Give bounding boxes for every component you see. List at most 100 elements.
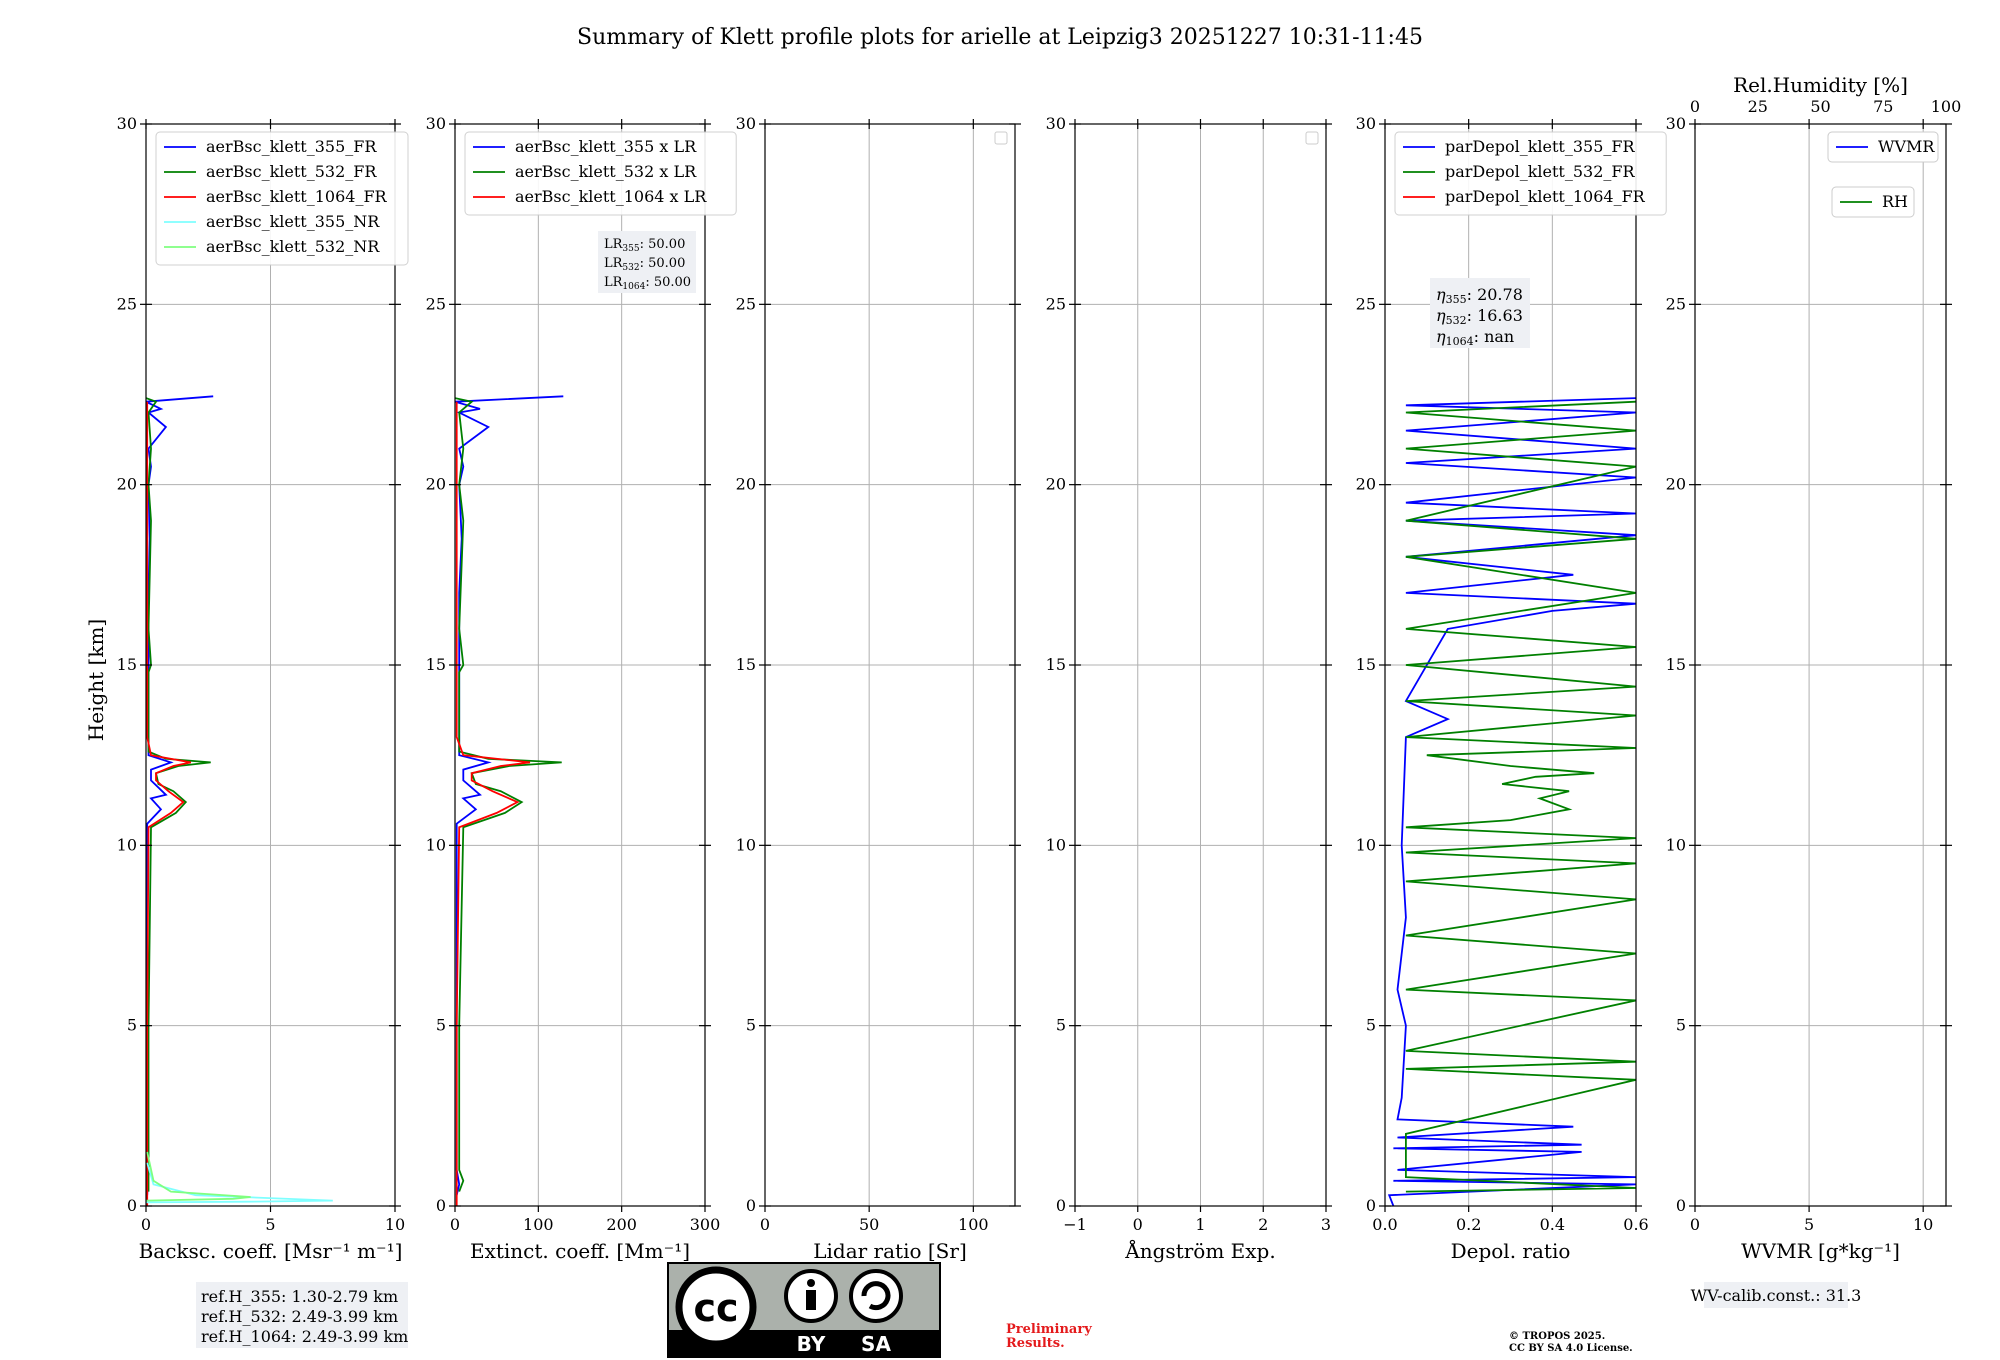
ytick-label-5: 25 — [1666, 294, 1686, 313]
xtick-label-0: −1 — [1063, 1215, 1087, 1234]
xtick-label-0: 0.0 — [1372, 1215, 1397, 1234]
rh-tick-label-0: 0 — [1690, 97, 1700, 116]
legend-entry-0: parDepol_klett_355_FR — [1445, 137, 1636, 156]
ytick-label-0: 0 — [746, 1196, 756, 1215]
ytick-label-3: 15 — [1046, 655, 1066, 674]
ytick-label-2: 10 — [1356, 835, 1376, 854]
ytick-label-2: 10 — [117, 835, 137, 854]
sa-share-icon — [849, 1269, 903, 1323]
ytick-label-6: 30 — [117, 114, 137, 133]
series-aerBsc_klett_1064 x LR — [455, 401, 531, 1206]
xtick-label-2: 0.4 — [1540, 1215, 1565, 1234]
wv-calib-text: WV-calib.const.: 31.3 — [1691, 1286, 1862, 1305]
by-text: BY — [797, 1332, 826, 1356]
ref-height-355: ref.H_355: 1.30-2.79 km — [201, 1287, 398, 1306]
eta-value-0: η355: 20.78 — [1436, 285, 1523, 306]
ytick-label-3: 15 — [1356, 655, 1376, 674]
xlabel: Lidar ratio [Sr] — [813, 1239, 967, 1263]
legend-entry-3: aerBsc_klett_355_NR — [206, 212, 380, 231]
xtick-label-1: 0 — [1133, 1215, 1143, 1234]
rh-tick-label-2: 50 — [1810, 97, 1830, 116]
xlabel: Extinct. coeff. [Mm⁻¹] — [470, 1239, 690, 1263]
ytick-label-5: 25 — [1046, 294, 1066, 313]
empty-legend-box — [1305, 131, 1319, 145]
xtick-label-3: 0.6 — [1623, 1215, 1648, 1234]
ref-height-1064: ref.H_1064: 2.49-3.99 km — [201, 1327, 408, 1346]
legend-entry-4: aerBsc_klett_532_NR — [206, 237, 380, 256]
empty-legend-box — [994, 131, 1008, 145]
ytick-label-0: 0 — [1676, 1196, 1686, 1215]
cc-text: cc — [693, 1286, 738, 1330]
ytick-label-5: 25 — [117, 294, 137, 313]
ytick-label-6: 30 — [1046, 114, 1066, 133]
ytick-label-3: 15 — [1666, 655, 1686, 674]
series-aerBsc_klett_1064_FR — [146, 401, 191, 1206]
legend-entry-0: aerBsc_klett_355_FR — [206, 137, 377, 156]
eta-box — [1430, 278, 1530, 348]
ref-height-box-bg — [196, 1282, 408, 1348]
series-parDepol_klett_532_FR — [1405, 400, 1636, 1193]
lr-value-2: LR1064: 50.00 — [604, 275, 691, 292]
ref-height-box: ref.H_355: 1.30-2.79 km ref.H_532: 2.49-… — [196, 1282, 408, 1348]
lr-box — [598, 231, 696, 293]
cc-license-badge: cc BY SA — [667, 1262, 941, 1358]
ytick-label-0: 0 — [1056, 1196, 1066, 1215]
xlabel: WVMR [g*kg⁻¹] — [1741, 1239, 1900, 1263]
ytick-label-6: 30 — [736, 114, 756, 133]
xlabel: Depol. ratio — [1451, 1239, 1571, 1263]
series-aerBsc_klett_532_NR — [146, 1151, 251, 1202]
ytick-label-1: 5 — [127, 1016, 137, 1035]
legend: parDepol_klett_355_FR parDepol_klett_532_… — [1394, 131, 1667, 216]
sa-text: SA — [861, 1332, 891, 1356]
xlabel: Backsc. coeff. [Msr⁻¹ m⁻¹] — [139, 1239, 403, 1263]
ytick-label-5: 25 — [736, 294, 756, 313]
xtick-label-3: 2 — [1258, 1215, 1268, 1234]
copyright-line2: CC BY SA 4.0 License. — [1509, 1343, 1633, 1354]
ytick-label-1: 5 — [746, 1016, 756, 1035]
ytick-label-1: 5 — [1676, 1016, 1686, 1035]
xtick-label-0: 0 — [1690, 1215, 1700, 1234]
xtick-label-0: 0 — [760, 1215, 770, 1234]
panel-bsc: 0 5 10 15 20 25 30 0 5 10 Backsc. coeff. [Msr⁻¹ m⁻… — [117, 114, 409, 1263]
legend-entry-0: aerBsc_klett_355 x LR — [515, 137, 697, 156]
legend-entry-1: aerBsc_klett_532_FR — [206, 162, 377, 181]
preliminary-line1: Preliminary — [1006, 1322, 1092, 1337]
series-aerBsc_klett_355 x LR — [455, 395, 564, 1196]
ytick-label-4: 20 — [1046, 475, 1066, 494]
panel-lr: 0 5 10 15 20 25 30 0 50 100 Lidar ratio [Sr] — [736, 114, 1021, 1263]
series-aerBsc_klett_355_NR — [146, 1162, 333, 1204]
legend-box — [464, 131, 737, 216]
rh-legend-entry: RH — [1882, 192, 1908, 211]
preliminary-line2: Results. — [1006, 1336, 1065, 1351]
ytick-label-4: 20 — [117, 475, 137, 494]
cc-icon — [675, 1266, 757, 1348]
xtick-label-4: 3 — [1321, 1215, 1331, 1234]
ytick-label-6: 30 — [426, 114, 446, 133]
wvmr-legend-entry: WVMR — [1878, 137, 1935, 156]
legend-entry-1: aerBsc_klett_532 x LR — [515, 162, 697, 181]
ytick-label-1: 5 — [1366, 1016, 1376, 1035]
series-parDepol_klett_355_FR — [1387, 397, 1636, 1206]
legend-entry-1: parDepol_klett_532_FR — [1445, 162, 1636, 181]
xtick-label-0: 0 — [450, 1215, 460, 1234]
ytick-label-6: 30 — [1666, 114, 1686, 133]
rh-axis-label: Rel.Humidity [%] — [1733, 73, 1908, 97]
xtick-label-1: 0.2 — [1456, 1215, 1481, 1234]
ytick-label-4: 20 — [1666, 475, 1686, 494]
legend-box — [155, 131, 409, 266]
ytick-label-2: 10 — [426, 835, 446, 854]
xlabel: Ångström Exp. — [1124, 1238, 1275, 1263]
legend: aerBsc_klett_355 x LR aerBsc_klett_532 x … — [464, 131, 737, 216]
legend-entry-2: parDepol_klett_1064_FR — [1445, 187, 1646, 206]
ytick-label-3: 15 — [736, 655, 756, 674]
xtick-label-1: 5 — [265, 1215, 275, 1234]
xtick-label-0: 0 — [141, 1215, 151, 1234]
legend-entry-2: aerBsc_klett_1064 x LR — [515, 187, 707, 206]
ytick-label-2: 10 — [1046, 835, 1066, 854]
xtick-label-3: 300 — [690, 1215, 721, 1234]
ytick-label-0: 0 — [127, 1196, 137, 1215]
